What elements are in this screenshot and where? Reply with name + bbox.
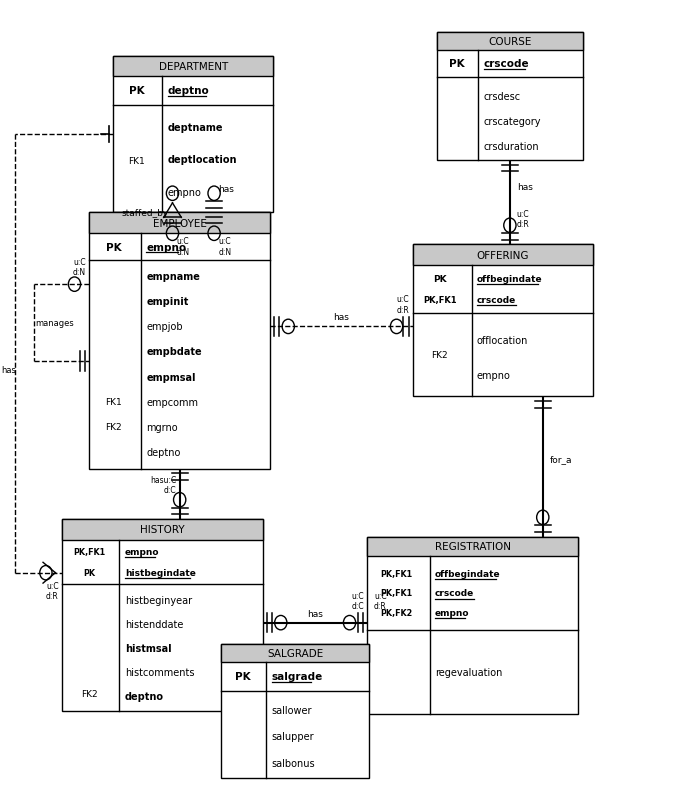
Text: u:C
d:R: u:C d:R bbox=[46, 581, 59, 600]
Text: offbegindate: offbegindate bbox=[477, 274, 542, 284]
Text: histcomments: histcomments bbox=[125, 667, 195, 677]
Text: crscode: crscode bbox=[435, 589, 474, 597]
Text: hasu:C: hasu:C bbox=[150, 476, 176, 484]
Text: staffed_by: staffed_by bbox=[122, 209, 169, 217]
Text: empname: empname bbox=[146, 272, 200, 282]
Text: u:C
d:N: u:C d:N bbox=[177, 237, 190, 257]
Text: u:C
d:R: u:C d:R bbox=[374, 591, 387, 610]
Bar bbox=[113, 57, 273, 213]
Bar bbox=[62, 519, 263, 711]
Text: histbeginyear: histbeginyear bbox=[125, 595, 192, 606]
Text: histmsal: histmsal bbox=[125, 643, 172, 654]
Text: PK: PK bbox=[448, 59, 464, 69]
Text: PK,FK1: PK,FK1 bbox=[381, 569, 413, 578]
Text: has: has bbox=[218, 184, 234, 194]
Text: FK1: FK1 bbox=[128, 157, 145, 166]
Text: COURSE: COURSE bbox=[489, 37, 531, 47]
Text: salgrade: salgrade bbox=[272, 671, 323, 682]
Text: offlocation: offlocation bbox=[477, 335, 529, 345]
Text: PK: PK bbox=[433, 274, 446, 284]
Text: u:C
d:R: u:C d:R bbox=[517, 209, 529, 229]
Text: crsduration: crsduration bbox=[484, 141, 540, 152]
Bar bbox=[62, 519, 263, 540]
Text: has: has bbox=[307, 609, 323, 618]
Text: PK: PK bbox=[235, 671, 250, 682]
Text: histbegindate: histbegindate bbox=[125, 568, 196, 577]
Text: d:C: d:C bbox=[164, 485, 176, 494]
Text: FK2: FK2 bbox=[81, 689, 98, 698]
Text: has: has bbox=[517, 183, 533, 192]
Text: crscategory: crscategory bbox=[484, 116, 542, 127]
Text: PK: PK bbox=[128, 87, 144, 96]
Text: HISTORY: HISTORY bbox=[140, 525, 185, 535]
Bar bbox=[90, 213, 270, 469]
Bar bbox=[221, 644, 369, 662]
Bar bbox=[437, 34, 583, 161]
Text: offbegindate: offbegindate bbox=[435, 569, 500, 578]
Bar bbox=[90, 213, 270, 234]
Text: PK,FK1: PK,FK1 bbox=[381, 589, 413, 597]
Text: empcomm: empcomm bbox=[146, 397, 198, 407]
Bar bbox=[367, 537, 578, 715]
Text: has: has bbox=[333, 313, 349, 322]
Text: manages: manages bbox=[36, 318, 75, 328]
Text: crscode: crscode bbox=[484, 59, 529, 69]
Text: for_a: for_a bbox=[549, 455, 572, 464]
Text: deptno: deptno bbox=[146, 448, 181, 458]
Text: u:C
d:R: u:C d:R bbox=[397, 295, 409, 314]
Text: deptlocation: deptlocation bbox=[168, 156, 237, 165]
Text: empmsal: empmsal bbox=[146, 372, 196, 382]
Text: has: has bbox=[1, 366, 17, 375]
Text: crscode: crscode bbox=[477, 295, 516, 305]
Text: PK: PK bbox=[83, 568, 95, 577]
Text: empno: empno bbox=[435, 608, 469, 618]
Text: histenddate: histenddate bbox=[125, 619, 184, 630]
Text: u:C
d:C: u:C d:C bbox=[351, 591, 364, 610]
Text: PK,FK1: PK,FK1 bbox=[73, 547, 106, 556]
Text: salupper: salupper bbox=[272, 731, 314, 742]
Text: sallower: sallower bbox=[272, 706, 312, 715]
Text: empno: empno bbox=[168, 188, 201, 197]
Text: crsdesc: crsdesc bbox=[484, 91, 521, 102]
Bar bbox=[413, 245, 593, 265]
Text: SALGRADE: SALGRADE bbox=[267, 648, 323, 658]
Text: u:C
d:N: u:C d:N bbox=[73, 257, 86, 277]
Text: empjob: empjob bbox=[146, 322, 183, 332]
Text: OFFERING: OFFERING bbox=[477, 250, 529, 261]
Text: deptname: deptname bbox=[168, 124, 223, 133]
Bar bbox=[437, 34, 583, 51]
Bar bbox=[113, 57, 273, 77]
Text: empno: empno bbox=[125, 547, 159, 556]
Bar bbox=[221, 644, 369, 778]
Text: PK,FK2: PK,FK2 bbox=[381, 608, 413, 618]
Text: PK,FK1: PK,FK1 bbox=[423, 295, 457, 305]
Text: empno: empno bbox=[146, 242, 186, 252]
Text: u:C
d:N: u:C d:N bbox=[218, 237, 231, 257]
Text: empinit: empinit bbox=[146, 297, 188, 306]
Text: empno: empno bbox=[477, 371, 511, 381]
Bar bbox=[367, 537, 578, 557]
Text: deptno: deptno bbox=[125, 691, 164, 701]
Text: EMPLOYEE: EMPLOYEE bbox=[152, 219, 206, 229]
Bar bbox=[413, 245, 593, 397]
Text: FK2: FK2 bbox=[106, 423, 122, 432]
Text: empbdate: empbdate bbox=[146, 347, 202, 357]
Text: salbonus: salbonus bbox=[272, 758, 315, 768]
Text: mgrno: mgrno bbox=[146, 423, 178, 432]
Text: regevaluation: regevaluation bbox=[435, 667, 502, 677]
Text: DEPARTMENT: DEPARTMENT bbox=[159, 62, 228, 72]
Text: deptno: deptno bbox=[168, 87, 209, 96]
Text: REGISTRATION: REGISTRATION bbox=[435, 541, 511, 552]
Text: FK1: FK1 bbox=[106, 398, 122, 407]
Text: PK: PK bbox=[106, 242, 121, 252]
Text: FK2: FK2 bbox=[432, 350, 448, 360]
